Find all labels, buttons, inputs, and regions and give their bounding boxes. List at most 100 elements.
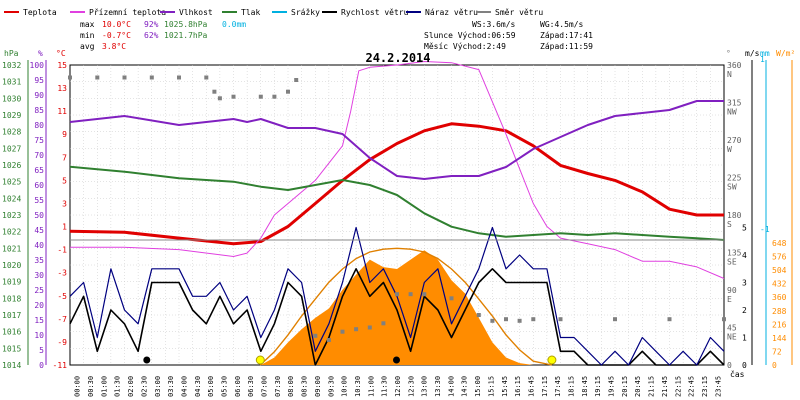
tick-label-solar: 360: [772, 293, 787, 302]
tick-label-pressure: 1016: [2, 328, 21, 337]
tick-label-humidity: 45: [34, 226, 44, 235]
tick-label-pressure: 1020: [2, 261, 21, 270]
tick-label-temp: 7: [62, 153, 67, 162]
unit-mm: mm: [760, 49, 770, 58]
series-wind-direction-point: [286, 89, 290, 94]
tick-label-solar: 432: [772, 280, 787, 289]
legend-label: Tlak: [241, 8, 260, 17]
tick-label-time: 18:45: [581, 376, 589, 397]
tick-label-solar: 504: [772, 266, 787, 275]
sun-marker-icon: [547, 355, 557, 365]
tick-label-humidity: 75: [34, 136, 44, 145]
tick-label-temp: -9: [57, 338, 67, 347]
tick-label-rain: 1: [760, 55, 765, 64]
tick-label-humidity: 15: [34, 316, 44, 325]
tick-label-temp: -11: [53, 361, 68, 370]
tick-label-time: 09:00: [314, 376, 322, 397]
tick-label-windspeed: 3: [742, 279, 747, 288]
series-wind-direction-point: [313, 333, 318, 338]
tick-label-time: 15:15: [487, 376, 495, 397]
series-wind-direction-point: [231, 94, 236, 99]
tick-label-temp: -5: [57, 292, 67, 301]
moon-marker-icon: [143, 356, 151, 364]
tick-label-pressure: 1029: [2, 111, 21, 120]
tick-label-humidity: 50: [34, 211, 44, 220]
tick-label-winddir-compass: W: [727, 145, 732, 154]
tick-label-time: 23:45: [714, 376, 722, 397]
series-solar-theoretical: [259, 247, 552, 366]
tick-label-solar: 144: [772, 334, 787, 343]
tick-label-pressure: 1015: [2, 344, 21, 353]
tick-label-humidity: 55: [34, 196, 44, 205]
stats-max-hum: 92%: [144, 20, 159, 29]
unit-ms: m/s: [745, 49, 760, 58]
tick-label-winddir: 270: [727, 136, 742, 145]
series-wind-direction-point: [558, 317, 563, 322]
tick-label-time: 19:45: [608, 376, 616, 397]
series-wind-direction-point: [490, 318, 495, 323]
tick-label-pressure: 1030: [2, 94, 21, 103]
tick-label-temp: 15: [57, 61, 67, 70]
tick-label-winddir: 90: [727, 286, 737, 295]
stats-min-press: 1021.7hPa: [164, 31, 208, 40]
stats-block: max 10.0°C 92% 1025.8hPa 0.0mm min -0.7°…: [80, 20, 246, 51]
series-tlak: [69, 165, 725, 241]
tick-label-time: 20:15: [621, 376, 629, 397]
tick-label-windspeed: 5: [742, 224, 747, 233]
legend-label: Přízemní teplota: [89, 8, 166, 17]
tick-label-humidity: 35: [34, 256, 44, 265]
series-teplota: [69, 122, 724, 246]
info-block: WS:3.6m/s WG:4.5m/s Slunce Východ:06:59 …: [424, 20, 593, 51]
legend-label: Náraz větru: [425, 8, 478, 17]
series-wind-direction-point: [354, 327, 359, 332]
tick-label-time: 14:00: [447, 376, 455, 397]
tick-label-time: 08:30: [301, 376, 309, 397]
tick-label-time: 05:30: [220, 376, 228, 397]
series-wind-direction-point: [326, 338, 331, 342]
series-wind-direction-point: [381, 321, 386, 326]
tick-label-time: 00:00: [74, 376, 82, 397]
unit-wm2: W/m²: [776, 49, 795, 58]
tick-label-winddir-compass: NW: [727, 108, 737, 117]
stats-avg-temp: 3.8°C: [102, 42, 126, 51]
series-naraz-vetru: [69, 226, 725, 366]
tick-label-winddir-compass: S: [727, 220, 732, 229]
tick-label-winddir-compass: SE: [727, 258, 737, 267]
tick-label-time: 13:30: [434, 376, 442, 397]
tick-label-temp: 9: [62, 130, 67, 139]
tick-label-humidity: 95: [34, 76, 44, 85]
tick-label-humidity: 90: [34, 91, 44, 100]
tick-label-solar: 72: [772, 347, 782, 356]
tick-label-time: 23:15: [701, 376, 709, 397]
tick-label-windspeed: 1: [742, 334, 747, 343]
tick-label-time: 09:30: [327, 376, 335, 397]
tick-label-humidity: 0: [39, 361, 44, 370]
stats-min-label: min: [80, 31, 95, 40]
legend-label: Teplota: [23, 8, 57, 17]
series-wind-direction-point: [177, 75, 181, 80]
tick-label-winddir: 135: [727, 249, 742, 258]
unit-pct: %: [38, 49, 43, 58]
tick-label-solar: 216: [772, 320, 787, 329]
info-moon-rise: Měsíc Východ:2:49: [424, 42, 506, 51]
series-wind-direction-point: [408, 292, 413, 297]
legend-label: Směr větru: [495, 8, 543, 17]
tick-label-time: 03:30: [167, 376, 175, 397]
tick-label-pressure: 1019: [2, 278, 21, 287]
series-wind-direction-point: [122, 75, 127, 80]
tick-label-time: 08:00: [287, 376, 295, 397]
legend-label: Vlhkost: [179, 8, 213, 17]
tick-label-pressure: 1018: [2, 294, 21, 303]
series-wind-direction-point: [212, 89, 217, 94]
stats-min-temp: -0.7°C: [102, 31, 131, 40]
tick-label-solar: 288: [772, 307, 787, 316]
series-wind-direction-point: [476, 313, 481, 317]
tick-label-time: 20:45: [634, 376, 642, 397]
series-wind-direction-point: [722, 317, 726, 322]
tick-label-temp: -3: [57, 269, 67, 278]
series-wind-direction-point: [95, 75, 100, 80]
series-wind-direction-point: [531, 317, 536, 322]
series-wind-direction-point: [667, 317, 672, 322]
tick-label-time: 11:00: [367, 376, 375, 397]
tick-label-humidity: 30: [34, 271, 44, 280]
